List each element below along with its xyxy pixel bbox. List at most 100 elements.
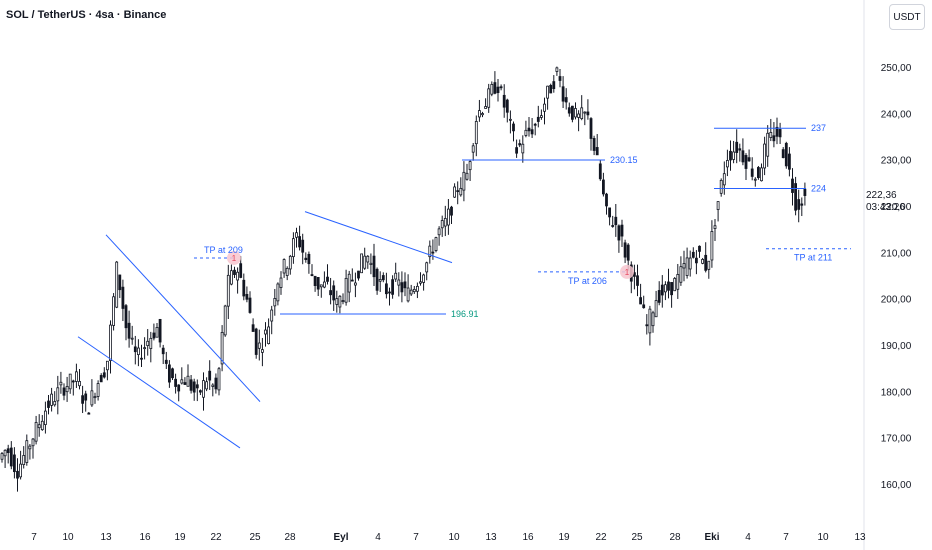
candle-body — [617, 225, 621, 241]
candle-body — [660, 284, 664, 296]
candle-body — [753, 178, 757, 181]
candle-body — [133, 346, 137, 353]
take-profit-marker-number: 1 — [232, 254, 237, 263]
candle-body — [372, 255, 376, 278]
candle-body — [642, 304, 646, 309]
candle-body — [282, 259, 286, 274]
candle-body — [239, 263, 243, 278]
candle-body — [602, 179, 605, 195]
candle-body — [536, 116, 540, 122]
candle-body — [65, 386, 69, 393]
candle-body — [146, 340, 150, 346]
x-tick-label: 28 — [284, 532, 296, 543]
candle-body — [592, 138, 596, 151]
candle-body — [685, 257, 689, 276]
candle-body — [50, 393, 53, 406]
y-tick-label: 180,00 — [881, 387, 912, 398]
candle-body — [12, 454, 16, 473]
candle-body — [611, 225, 615, 227]
candle-body — [561, 86, 565, 102]
candle-body — [211, 384, 215, 387]
x-tick-label: Eyl — [333, 532, 348, 543]
candle-body — [350, 279, 354, 282]
candle-body — [378, 278, 382, 282]
symbol-title[interactable]: SOL / TetherUS · 4sa · Binance — [6, 9, 167, 21]
candle-body — [732, 151, 735, 160]
candle-body — [636, 275, 639, 286]
candle-body — [673, 278, 677, 292]
candle-body — [288, 255, 292, 270]
candle-body — [6, 448, 10, 453]
candle-body — [484, 106, 488, 109]
candle-body — [143, 347, 147, 350]
candle-body — [726, 160, 729, 168]
candle-body — [118, 274, 122, 291]
candle-body — [704, 254, 708, 271]
candle-body — [682, 263, 686, 269]
candle-body — [577, 113, 580, 118]
candle-body — [276, 283, 280, 302]
candle-body — [605, 193, 608, 207]
candle-body — [574, 108, 577, 118]
candle-body — [164, 359, 168, 364]
candle-body — [149, 337, 153, 349]
level-label: 224 — [811, 183, 826, 193]
candle-body — [99, 375, 103, 383]
candle-body — [586, 111, 590, 116]
candle-body — [598, 163, 602, 180]
candle-body — [623, 242, 627, 258]
candle-body — [456, 190, 460, 193]
x-tick-label: 25 — [631, 532, 643, 543]
candle-body — [648, 308, 652, 334]
candle-body — [394, 272, 398, 280]
candle-body — [775, 126, 779, 137]
bar-countdown: 03:43:26 — [866, 202, 905, 213]
candle-body — [595, 147, 599, 156]
candle-body — [791, 178, 794, 193]
candle-body — [564, 97, 568, 103]
candle-body — [353, 282, 357, 286]
level-label: 230.15 — [610, 155, 638, 165]
candle-body — [406, 287, 410, 302]
take-profit-label: TP at 211 — [794, 253, 832, 263]
candle-body — [738, 148, 742, 151]
candle-body — [608, 207, 611, 218]
candle-body — [167, 364, 171, 383]
candle-body — [788, 153, 791, 170]
candle-body — [471, 145, 475, 153]
candle-body — [502, 94, 506, 108]
candle-body — [735, 141, 739, 153]
candle-body — [319, 284, 323, 288]
candle-body — [425, 262, 429, 273]
candle-body — [155, 327, 159, 338]
candle-body — [620, 224, 624, 237]
candle-body — [667, 281, 670, 291]
candle-body — [512, 123, 515, 132]
candle-body — [716, 201, 720, 210]
x-tick-label: 4 — [375, 532, 381, 543]
candle-body — [285, 267, 289, 276]
candle-body — [260, 349, 264, 353]
candle-body — [127, 322, 131, 339]
x-tick-label: 13 — [100, 532, 112, 543]
candle-body — [614, 216, 618, 226]
candle-body — [198, 390, 202, 393]
candle-body — [415, 285, 419, 292]
candle-body — [360, 253, 364, 274]
y-tick-label: 210,00 — [881, 248, 912, 259]
candle-body — [381, 275, 385, 281]
candle-body — [760, 167, 763, 182]
candle-body — [112, 296, 115, 326]
candle-body — [214, 377, 218, 390]
candle-body — [205, 381, 209, 390]
candle-body — [81, 395, 84, 404]
candle-body — [474, 121, 478, 145]
currency-button[interactable]: USDT — [889, 4, 925, 30]
x-tick-label: 7 — [31, 532, 37, 543]
candle-body — [707, 260, 711, 270]
candle-body — [781, 149, 785, 159]
x-tick-label: 19 — [558, 532, 570, 543]
candle-body — [53, 401, 57, 406]
candle-body — [304, 257, 308, 261]
